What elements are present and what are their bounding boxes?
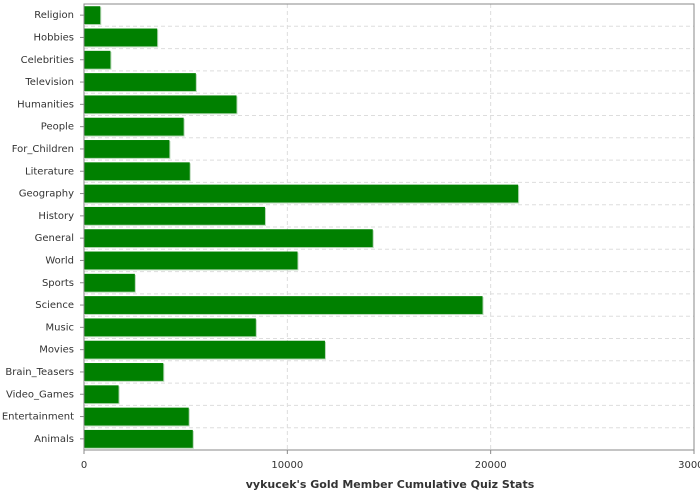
y-tick-label: Sports (42, 278, 74, 289)
y-tick-label: Science (35, 300, 74, 311)
y-tick-label: For_Children (12, 144, 74, 155)
x-tick-label: 30000 (678, 460, 700, 471)
y-tick-label: Music (46, 322, 74, 333)
y-tick-label: Celebrities (21, 55, 74, 66)
y-tick-label: Brain_Teasers (5, 367, 74, 378)
bar (84, 385, 119, 404)
x-tick-label: 0 (81, 460, 87, 471)
bar (84, 229, 373, 248)
bar (84, 140, 170, 158)
bar (84, 184, 519, 203)
y-tick-label: History (38, 211, 74, 222)
y-tick-label: Humanities (17, 99, 74, 110)
plot-frame (83, 3, 695, 451)
y-tick-label: Geography (19, 189, 74, 200)
y-tick-label: Hobbies (34, 32, 74, 43)
bar (84, 251, 298, 270)
bar (84, 296, 483, 314)
bar (84, 340, 325, 359)
y-tick-label: Movies (39, 345, 74, 356)
y-tick-label: Religion (34, 10, 74, 21)
y-tick-label: Literature (25, 166, 74, 177)
bar (84, 95, 237, 114)
y-tick-label: World (45, 255, 74, 266)
bar (84, 429, 193, 448)
y-tick-label: Entertainment (2, 412, 74, 423)
bar (84, 117, 184, 136)
bar (84, 73, 196, 91)
y-tick-label: General (35, 233, 74, 244)
bar (84, 363, 164, 381)
bar (84, 273, 135, 292)
bar (84, 162, 190, 181)
y-tick-label: Television (24, 77, 74, 88)
chart-title: vykucek's Gold Member Cumulative Quiz St… (246, 478, 535, 491)
bar (84, 28, 158, 47)
bar (84, 6, 101, 25)
y-tick-label: Animals (34, 434, 74, 445)
x-tick-label: 10000 (271, 460, 303, 471)
y-tick-label: People (41, 122, 74, 133)
bar (84, 206, 265, 225)
y-tick-label: Video_Games (6, 389, 74, 400)
x-tick-label: 20000 (475, 460, 507, 471)
bar (84, 407, 189, 426)
bar (84, 50, 111, 69)
bar (84, 318, 256, 337)
